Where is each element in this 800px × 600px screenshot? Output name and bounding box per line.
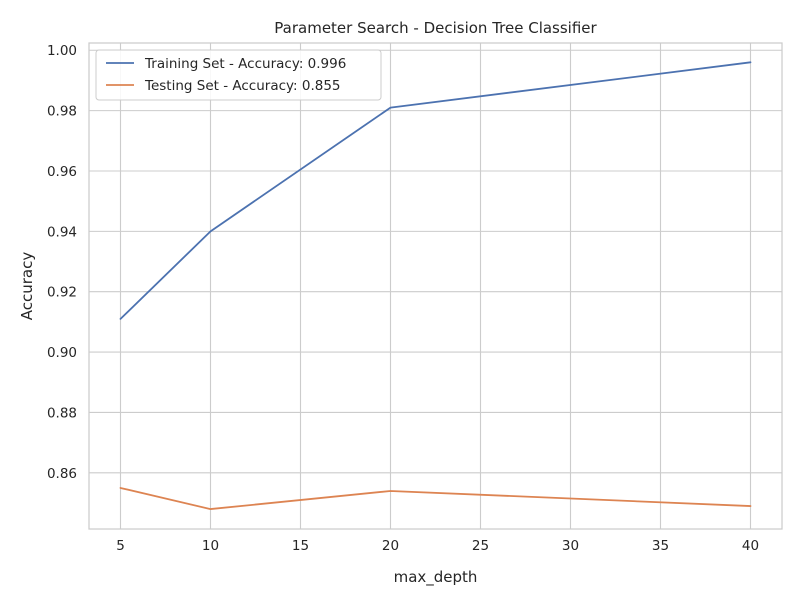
legend-entry-label: Training Set - Accuracy: 0.996 bbox=[144, 56, 346, 72]
y-tick-label: 0.94 bbox=[47, 224, 77, 240]
y-tick-label: 0.92 bbox=[47, 285, 77, 301]
x-gridlines bbox=[119, 43, 752, 529]
plot-frame bbox=[88, 42, 783, 530]
x-tick-labels: 5 10 15 20 25 30 35 40 bbox=[116, 538, 759, 554]
y-tick-label: 1.00 bbox=[47, 43, 77, 59]
series-lines bbox=[119, 61, 752, 510]
x-tick-label: 40 bbox=[742, 538, 759, 554]
y-tick-label: 0.90 bbox=[47, 345, 77, 361]
y-tick-label: 0.86 bbox=[47, 466, 77, 482]
x-tick-label: 5 bbox=[116, 538, 125, 554]
series-line-training bbox=[119, 61, 752, 320]
y-tick-label: 0.88 bbox=[47, 405, 77, 421]
x-tick-label: 35 bbox=[652, 538, 669, 554]
x-tick-label: 25 bbox=[472, 538, 489, 554]
legend: Training Set - Accuracy: 0.996 Testing Se… bbox=[95, 49, 382, 101]
x-tick-label: 30 bbox=[562, 538, 579, 554]
x-tick-label: 20 bbox=[382, 538, 399, 554]
y-tick-label: 0.98 bbox=[47, 104, 77, 120]
y-axis-label: Accuracy bbox=[18, 252, 36, 321]
x-tick-label: 10 bbox=[202, 538, 219, 554]
chart-title: Parameter Search - Decision Tree Classif… bbox=[274, 19, 597, 37]
y-gridlines bbox=[89, 49, 782, 474]
y-tick-labels: 0.86 0.88 0.90 0.92 0.94 0.96 0.98 1.00 bbox=[47, 43, 77, 482]
x-axis-label: max_depth bbox=[394, 568, 478, 587]
legend-entry-label: Testing Set - Accuracy: 0.855 bbox=[144, 78, 341, 94]
x-tick-label: 15 bbox=[292, 538, 309, 554]
legend-box bbox=[95, 49, 382, 101]
y-tick-label: 0.96 bbox=[47, 164, 77, 180]
series-line-testing bbox=[119, 487, 752, 510]
